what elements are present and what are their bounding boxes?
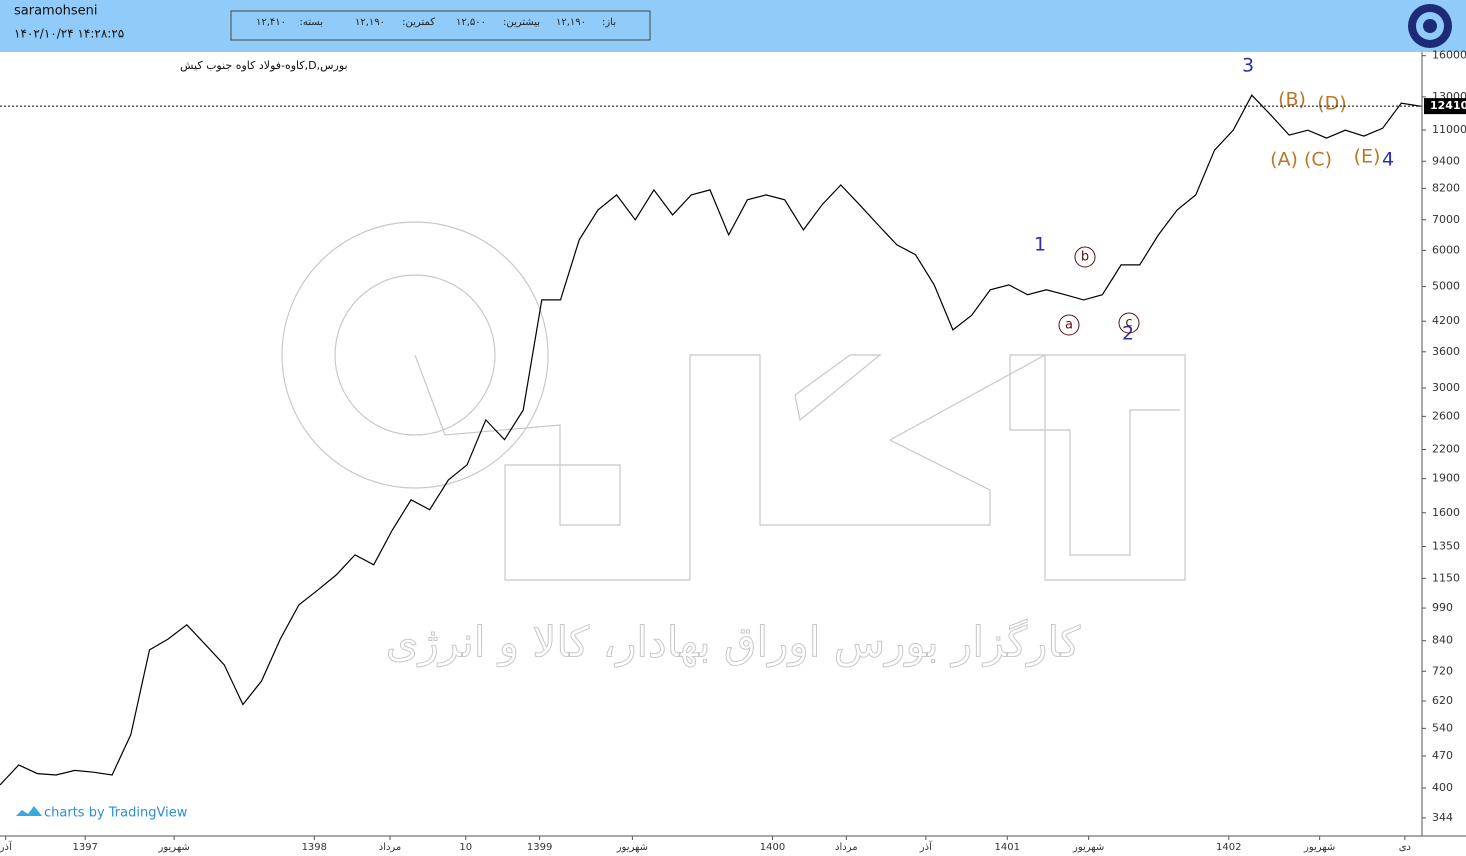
quote-value: ۱۲,۱۹۰ — [355, 17, 385, 28]
y-tick-label: 720 — [1432, 664, 1453, 677]
y-tick-label: 990 — [1432, 601, 1453, 614]
wave-label: (B) — [1278, 89, 1306, 111]
quote-box — [230, 10, 651, 41]
wave-label: b — [1081, 250, 1089, 265]
quote-value: ۱۲,۵۰۰ — [456, 17, 486, 28]
price-line — [0, 94, 1421, 786]
logo — [1408, 4, 1452, 48]
chart-title: بورس,D,کاوه-فولاد کاوه جنوب کیش — [180, 59, 348, 72]
x-tick-label: شهریور — [616, 842, 648, 853]
wave-label: (D) — [1317, 93, 1346, 115]
quote-label: کمترین: — [402, 17, 435, 28]
last-price-box — [1424, 98, 1466, 115]
x-tick-label: 1397 — [72, 842, 97, 853]
wave-label: 1 — [1034, 234, 1046, 256]
x-tick-label: شهریور — [1303, 842, 1335, 853]
x-tick-label: 1398 — [302, 842, 327, 853]
y-tick-label: 470 — [1432, 749, 1453, 762]
date-time: ۱۴۰۲/۱۰/۲۴ ۱۴:۲۸:۲۵ — [14, 27, 124, 41]
y-tick-label: 4200 — [1432, 314, 1460, 327]
y-tick-label: 6000 — [1432, 243, 1460, 256]
y-tick-label: 840 — [1432, 634, 1453, 647]
quote-label: بیشترین: — [503, 17, 540, 28]
y-tick-label: 1900 — [1432, 472, 1460, 485]
y-tick-label: 3000 — [1432, 381, 1460, 394]
wave-label: 4 — [1382, 149, 1394, 171]
y-tick-label: 8200 — [1432, 181, 1460, 194]
user-name: saramohseni — [14, 4, 98, 19]
x-tick-label: 1402 — [1216, 842, 1241, 853]
x-tick-label: شهریور — [158, 842, 190, 853]
x-tick-label: شهریور — [1072, 842, 1104, 853]
quote-label: باز: — [602, 17, 616, 28]
x-tick-label: 1401 — [995, 842, 1020, 853]
y-tick-label: 1350 — [1432, 539, 1460, 552]
wave-label: a — [1065, 318, 1073, 333]
x-tick-label: 1399 — [527, 842, 552, 853]
watermark-text: کارگزار بورس اوراق بهادار، کالا و انرژی — [386, 618, 1081, 668]
x-tick-label: 10 — [459, 842, 472, 853]
wave-label: c — [1125, 316, 1132, 331]
wave-label: (A) — [1270, 149, 1298, 171]
y-tick-label: 2200 — [1432, 443, 1460, 456]
quote-value: ۱۲,۱۹۰ — [556, 17, 586, 28]
y-tick-label: 2600 — [1432, 409, 1460, 422]
footer-credit[interactable]: charts by TradingView — [44, 806, 188, 821]
y-tick-label: 400 — [1432, 781, 1453, 794]
y-tick-label: 16000 — [1432, 49, 1466, 62]
y-tick-label: 5000 — [1432, 280, 1460, 293]
x-tick-label: مرداد — [835, 842, 858, 853]
quote-value: ۱۲,۴۱۰ — [256, 17, 286, 28]
y-tick-label: 3600 — [1432, 345, 1460, 358]
tradingview-icon — [16, 806, 42, 816]
y-tick-label: 7000 — [1432, 213, 1460, 226]
wave-label: (E) — [1354, 146, 1381, 168]
y-tick-label: 344 — [1432, 811, 1453, 824]
x-tick-label: آذر — [919, 840, 933, 853]
y-tick-label: 1600 — [1432, 506, 1460, 519]
wave-label: 3 — [1242, 55, 1254, 77]
y-tick-label: 11000 — [1432, 123, 1466, 136]
wave-label: (C) — [1304, 149, 1332, 171]
header-bar — [0, 0, 1466, 52]
x-tick-label: 1400 — [760, 842, 785, 853]
quote-label: بسته: — [300, 17, 323, 28]
watermark-logo — [281, 221, 1186, 581]
y-tick-label: 620 — [1432, 694, 1453, 707]
last-price-label: 12410 — [1430, 99, 1466, 112]
x-tick-label: دی — [1399, 842, 1411, 853]
y-tick-label: 1150 — [1432, 571, 1460, 584]
y-tick-label: 540 — [1432, 721, 1453, 734]
x-tick-label: آذر — [0, 840, 13, 853]
y-tick-label: 9400 — [1432, 154, 1460, 167]
wave-label: 2 — [1122, 323, 1134, 345]
x-tick-label: مرداد — [379, 842, 402, 853]
